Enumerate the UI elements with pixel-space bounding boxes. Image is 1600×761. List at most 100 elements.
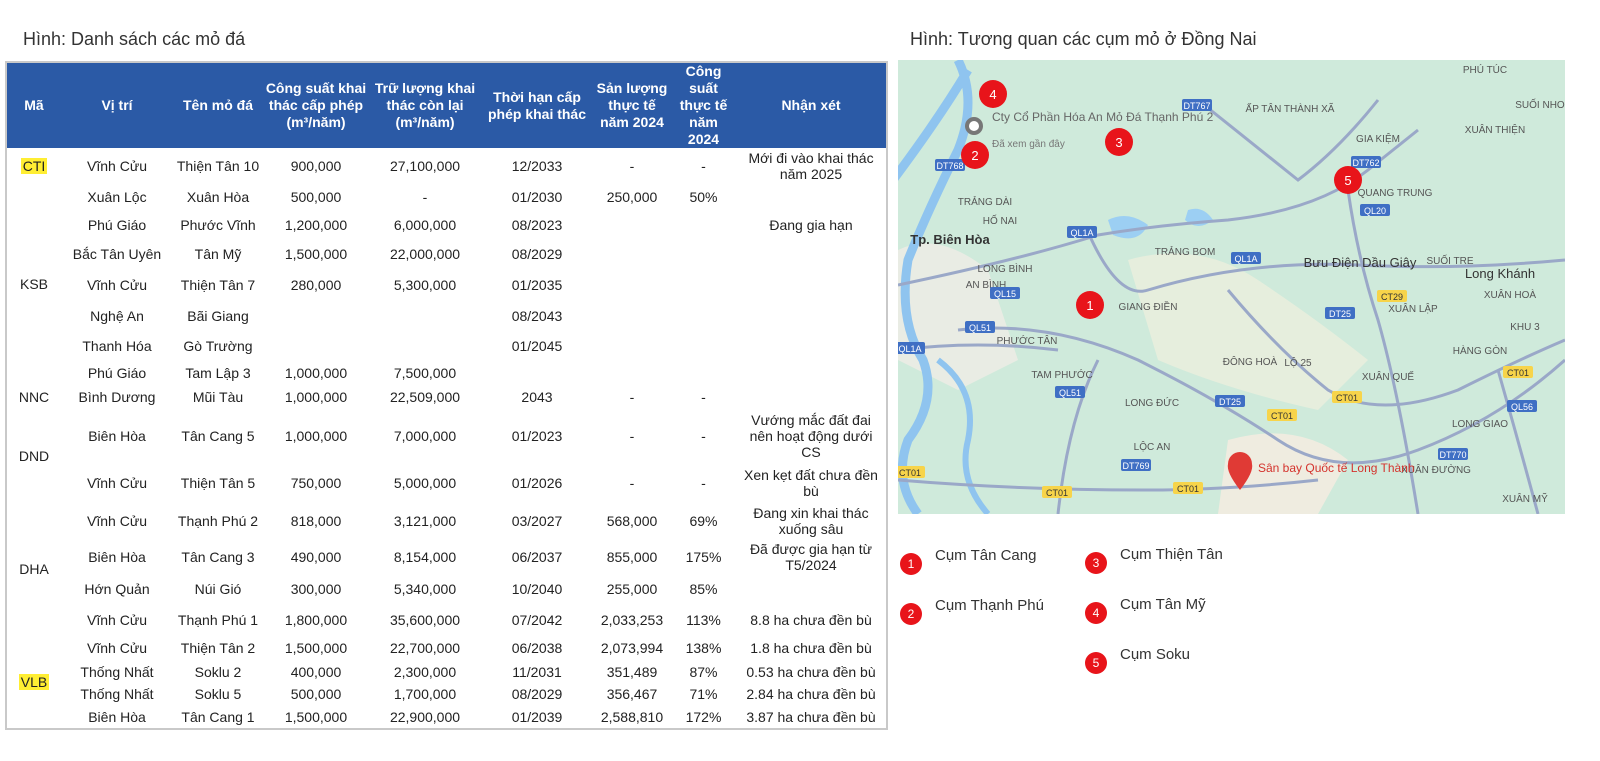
cell: - [701,389,706,405]
road-shield [1067,226,1097,238]
table-row: Vĩnh Cửu Thiện Tân 5 750,000 5,000,000 01/20… [6,463,887,502]
cell: Đang gia hạn [769,216,853,233]
header-cell: Mã [6,62,61,148]
table-row: KSB Xuân Lộc Xuân Hòa 500,000 - 01/2030 250,00… [6,183,887,293]
cell: 175% [685,548,722,565]
road-label: CT01 [1336,393,1358,403]
legend-dot: 2 [900,603,922,625]
road-shield [1267,409,1297,421]
cell: Tam Lập 3 [185,364,251,381]
cell: 07/2042 [511,611,563,628]
cell: Vĩnh Cửu [87,640,147,656]
cell: Thanh Hóa [82,337,152,354]
legend-label: Cụm Soku [1120,646,1191,663]
river [898,60,973,514]
cell [736,269,887,300]
road-label: CT01 [1271,411,1293,421]
cell: Tân Cang 5 [181,428,255,444]
cell [671,269,736,300]
cell: Phú Giáo [87,364,147,381]
legend-dot: 3 [1085,552,1107,574]
place-label: ẤP TÂN THÀNH XÃ [1246,102,1335,115]
cell: 5,300,000 [393,276,457,293]
cell: Thiện Tân 7 [180,276,256,293]
place-label: QUANG TRUNG [1358,188,1433,199]
river [936,357,991,514]
airport-pin [1227,452,1253,490]
place-label: XUÂN MỸ [1502,492,1548,505]
cell: Thống Nhất [80,686,154,702]
cell: - [629,428,635,444]
cell: 01/2035 [511,276,563,293]
cell [369,300,481,331]
marker-number: 1 [1086,298,1093,313]
code-cell: DND [6,409,61,502]
cell: 0.53 ha chưa đền bù [746,664,876,680]
road-label: DT25 [1219,397,1241,407]
cell: 500,000 [290,686,342,702]
road-label: QL51 [1059,388,1081,398]
table-row: Biên Hòa Tân Cang 1 1,500,000 22,900,000 01/… [6,705,887,729]
cell [593,360,671,385]
cell: 2,588,810 [600,708,664,725]
cell: 8,154,000 [393,548,457,565]
cell: Vĩnh Cửu [87,276,147,293]
cell: 22,700,000 [389,640,461,656]
cell: Gò Trường [183,337,253,354]
legend-label: Cụm Tân Mỹ [1120,596,1206,613]
road-label: CT01 [1177,484,1199,494]
table-row: Bắc Tân Uyên Tân Mỹ 1,500,000 22,000,000 08/… [6,239,887,269]
cell: Hớn Quản [84,581,150,597]
cell: Thạnh Phú 1 [177,611,259,628]
cell: 27,100,000 [389,157,461,174]
cell: 2043 [521,389,553,405]
cell: 85% [689,581,718,597]
road-label: DT25 [1329,309,1351,319]
cell: 71% [689,686,718,702]
cell: 01/2026 [511,474,563,491]
table-row: Thanh Hóa Gò Trường 01/2045 [6,331,887,360]
table-row: Phú Giáo Phước Vĩnh 1,200,000 6,000,000 08/2… [6,210,887,239]
cell [736,300,887,331]
cell: 3,121,000 [393,512,457,529]
place-label: XUÂN THIỆN [1465,123,1525,136]
cell [736,385,887,409]
cell: 1,200,000 [284,216,348,233]
cell: 1,000,000 [284,428,348,444]
place-label: TRẢNG BOM [1155,245,1216,258]
road-shield [1055,386,1085,398]
road-shield [1503,366,1533,378]
cell: 06/2037 [511,548,563,565]
cell: 22,900,000 [389,708,461,725]
cell: 11/2031 [512,664,562,680]
cell [736,183,887,210]
place-label: XUÂN QUẾ [1362,370,1415,383]
map: PHÚ TÚC ẤP TÂN THÀNH XÃ SUỐI NHO GIA KIỆM XU… [898,60,1565,514]
cell [736,239,887,269]
table-row: VLB Vĩnh Cửu Thiện Tân 2 1,500,000 22,700,00… [6,635,887,690]
road-label: CT01 [1046,488,1068,498]
cluster-marker [961,141,989,169]
place-label: HÀNG GÒN [1453,344,1507,357]
place-label: Bưu Điện Dầu Giây [1304,255,1417,270]
cell: 10/2040 [511,581,563,597]
road-shield [1351,156,1381,168]
cell: 7,000,000 [393,428,457,444]
roads [898,98,1565,514]
cell: Vĩnh Cửu [87,611,147,628]
place-label: Long Khánh [1465,266,1535,281]
place-label: TRẢNG DÀI [958,195,1012,208]
cell: Xuân Hòa [186,188,250,205]
code-cell: VLB [6,635,61,729]
road-shield [990,287,1020,299]
cluster-marker [1076,291,1104,319]
cell: - [422,188,428,205]
airport-label: Sân bay Quốc tế Long Thành [1258,461,1415,475]
legend-dot: 1 [900,553,922,575]
header-cell: Vị trí [61,62,173,148]
cell: Biên Hòa [88,548,146,565]
table-row: Phú Giáo Tam Lập 3 1,000,000 7,500,000 [6,360,887,385]
road-shield [898,466,925,478]
cell: Tân Mỹ [194,246,242,262]
road-label: DT768 [936,161,963,171]
